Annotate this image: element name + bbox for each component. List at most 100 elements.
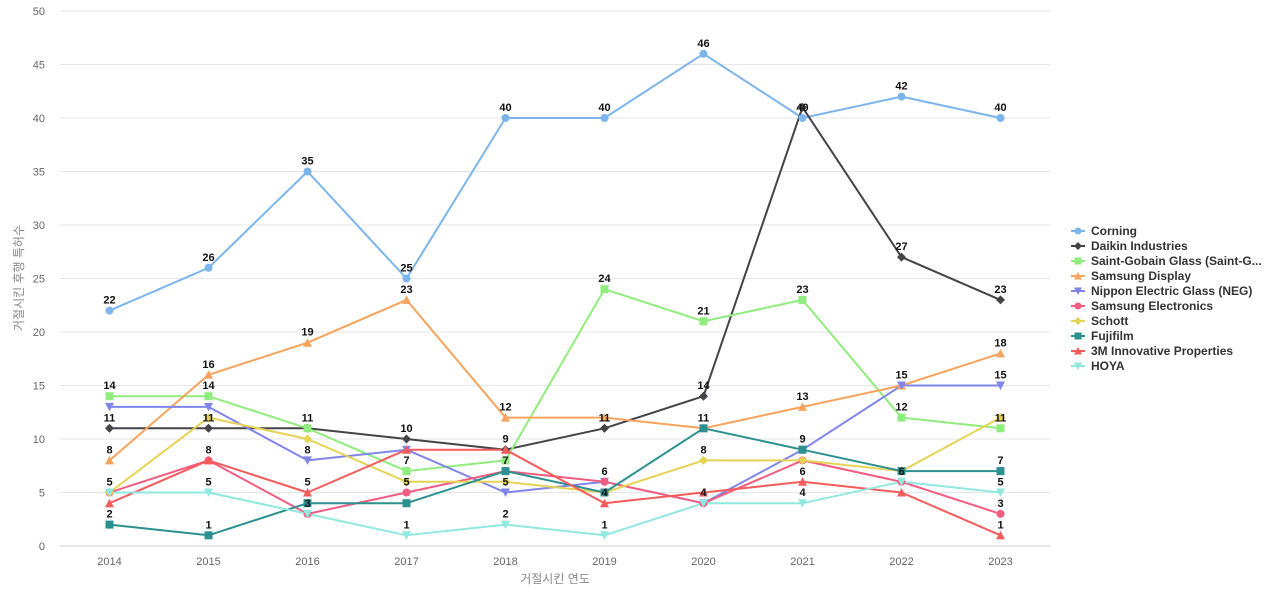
- data-point[interactable]: [996, 530, 1005, 540]
- data-point[interactable]: [897, 413, 906, 422]
- data-point[interactable]: [402, 274, 411, 283]
- data-point[interactable]: [402, 434, 411, 444]
- data-point[interactable]: [105, 455, 114, 465]
- data-point[interactable]: [600, 285, 609, 294]
- data-point[interactable]: [600, 531, 609, 540]
- data-point[interactable]: [699, 455, 708, 465]
- data-point[interactable]: [303, 456, 312, 465]
- data-point[interactable]: [699, 424, 708, 433]
- data-point[interactable]: [501, 456, 510, 465]
- data-point[interactable]: [699, 499, 708, 508]
- data-label: 11: [302, 412, 314, 424]
- data-point[interactable]: [699, 391, 708, 401]
- data-point[interactable]: [402, 295, 411, 304]
- data-point[interactable]: [105, 306, 114, 315]
- data-point[interactable]: [996, 467, 1005, 476]
- legend-item[interactable]: Daikin Industries: [1071, 239, 1188, 253]
- y-tick-label: 0: [39, 541, 45, 553]
- data-point[interactable]: [303, 167, 312, 176]
- data-point[interactable]: [105, 402, 114, 412]
- data-point[interactable]: [600, 114, 609, 122]
- data-point[interactable]: [996, 509, 1005, 518]
- data-point[interactable]: [204, 413, 213, 423]
- data-point[interactable]: [600, 477, 609, 486]
- data-point[interactable]: [402, 445, 411, 454]
- data-label: 1: [205, 519, 211, 531]
- data-point[interactable]: [996, 114, 1005, 122]
- data-point[interactable]: [996, 295, 1005, 305]
- data-point[interactable]: [204, 370, 213, 379]
- legend-item[interactable]: HOYA: [1071, 359, 1125, 373]
- data-point[interactable]: [105, 498, 114, 508]
- data-point[interactable]: [303, 338, 312, 347]
- data-point[interactable]: [996, 424, 1005, 433]
- data-point[interactable]: [897, 477, 906, 487]
- data-point[interactable]: [204, 402, 213, 412]
- data-point[interactable]: [402, 477, 411, 487]
- data-point[interactable]: [798, 499, 807, 508]
- data-point[interactable]: [204, 531, 213, 540]
- data-point[interactable]: [798, 455, 807, 465]
- legend-item[interactable]: Corning: [1071, 224, 1137, 238]
- data-point[interactable]: [105, 488, 114, 498]
- data-point[interactable]: [501, 520, 510, 530]
- data-point[interactable]: [897, 92, 906, 101]
- legend-item[interactable]: Samsung Electronics: [1071, 299, 1213, 313]
- data-point[interactable]: [501, 445, 510, 454]
- data-label: 7: [502, 455, 508, 467]
- data-point[interactable]: [501, 114, 510, 122]
- data-point[interactable]: [600, 413, 609, 422]
- data-point[interactable]: [699, 49, 708, 58]
- data-point[interactable]: [798, 102, 807, 112]
- data-point[interactable]: [798, 295, 807, 304]
- legend-item[interactable]: Nippon Electric Glass (NEG): [1071, 284, 1252, 298]
- data-point[interactable]: [303, 424, 312, 433]
- data-point[interactable]: [699, 488, 708, 497]
- legend-item[interactable]: Schott: [1071, 314, 1128, 328]
- data-label: 5: [403, 477, 409, 489]
- legend-item[interactable]: Saint-Gobain Glass (Saint-G...: [1071, 254, 1262, 268]
- data-point[interactable]: [303, 434, 312, 444]
- data-point[interactable]: [501, 413, 510, 422]
- data-point[interactable]: [303, 509, 312, 519]
- data-point[interactable]: [996, 348, 1005, 358]
- data-point[interactable]: [501, 488, 510, 498]
- data-point[interactable]: [600, 423, 609, 433]
- data-point[interactable]: [204, 392, 213, 401]
- data-point[interactable]: [798, 114, 807, 122]
- data-point[interactable]: [303, 488, 312, 497]
- legend-item[interactable]: Samsung Display: [1071, 269, 1191, 283]
- data-point[interactable]: [897, 467, 906, 476]
- data-point[interactable]: [699, 317, 708, 326]
- data-point[interactable]: [501, 467, 510, 476]
- data-point[interactable]: [204, 263, 213, 272]
- legend-item[interactable]: Fujifilm: [1071, 329, 1134, 343]
- x-axis-ticks: 2014 2015 2016 2017 2018 2019 2020 2021 2022 2023: [97, 556, 1012, 568]
- data-point[interactable]: [996, 413, 1005, 423]
- data-point[interactable]: [600, 488, 609, 497]
- legend-item[interactable]: 3M Innovative Properties: [1071, 344, 1233, 358]
- data-point[interactable]: [402, 467, 411, 476]
- data-point[interactable]: [897, 252, 906, 262]
- data-point[interactable]: [996, 488, 1005, 498]
- data-point[interactable]: [897, 488, 906, 497]
- data-point[interactable]: [501, 477, 510, 487]
- data-point[interactable]: [105, 520, 114, 529]
- data-point[interactable]: [600, 498, 609, 508]
- data-label: 8: [304, 444, 310, 456]
- data-point[interactable]: [204, 488, 213, 498]
- data-point[interactable]: [402, 488, 411, 497]
- data-point[interactable]: [996, 381, 1005, 391]
- data-point[interactable]: [798, 402, 807, 411]
- data-point[interactable]: [798, 445, 807, 454]
- data-point[interactable]: [204, 423, 213, 433]
- data-point[interactable]: [105, 423, 114, 433]
- data-point[interactable]: [402, 499, 411, 508]
- data-point[interactable]: [204, 455, 213, 465]
- y-tick-label: 20: [33, 327, 45, 339]
- data-point[interactable]: [303, 499, 312, 508]
- data-point[interactable]: [402, 531, 411, 540]
- data-point[interactable]: [897, 381, 906, 391]
- data-point[interactable]: [105, 392, 114, 401]
- data-point[interactable]: [798, 477, 807, 486]
